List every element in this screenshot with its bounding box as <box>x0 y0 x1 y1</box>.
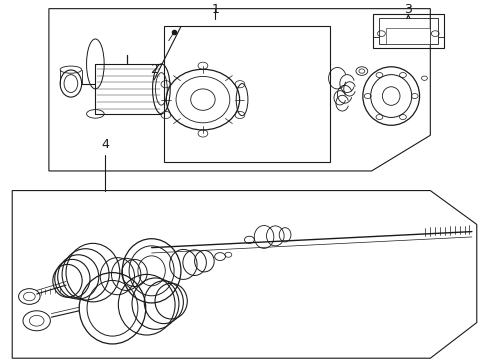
Bar <box>163 27 329 162</box>
Bar <box>372 14 443 48</box>
Bar <box>378 18 437 44</box>
Text: 2: 2 <box>150 63 158 76</box>
Text: 3: 3 <box>404 3 411 16</box>
Bar <box>386 28 429 44</box>
Text: 1: 1 <box>211 3 219 16</box>
Text: 4: 4 <box>101 138 109 151</box>
